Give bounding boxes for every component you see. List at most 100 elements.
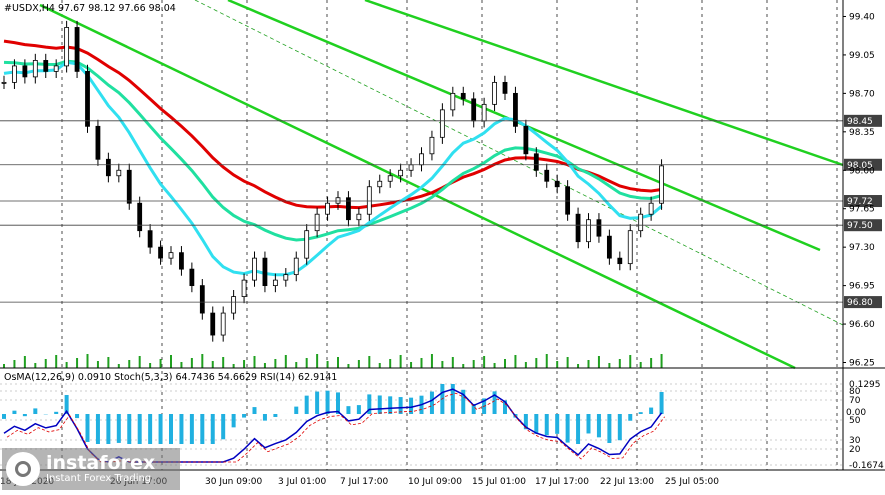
- candle-body: [607, 236, 611, 258]
- osma-bar: [221, 414, 225, 439]
- volume-bar: [3, 364, 5, 368]
- candle-body: [65, 27, 69, 65]
- candle-body: [660, 166, 664, 203]
- volume-bar: [410, 362, 412, 368]
- candle-body: [284, 275, 288, 280]
- osma-bar: [200, 414, 204, 444]
- volume-bar: [567, 357, 569, 368]
- candle-body: [472, 99, 476, 121]
- volume-bar: [473, 360, 475, 368]
- candle-body: [628, 231, 632, 264]
- candle-body: [649, 203, 653, 214]
- volume-bar: [76, 358, 78, 368]
- candle-body: [576, 214, 580, 241]
- volume-bar: [650, 358, 652, 368]
- osma-bar: [639, 412, 643, 414]
- volume-bar: [368, 356, 370, 368]
- volume-bar: [222, 357, 224, 368]
- candle-body: [378, 181, 382, 186]
- candle-body: [482, 104, 486, 120]
- osma-bar: [660, 392, 664, 414]
- volume-bar: [347, 364, 349, 368]
- candle-body: [440, 110, 444, 137]
- volume-bar: [598, 356, 600, 368]
- time-label: 17 Jul 17:00: [535, 477, 589, 487]
- volume-bar: [494, 363, 496, 368]
- osma-bar: [587, 414, 591, 433]
- volume-bar: [34, 363, 36, 368]
- osma-bar: [12, 411, 16, 414]
- candle-body: [232, 297, 236, 313]
- price-tick-label: 99.40: [849, 12, 875, 22]
- candle-body: [273, 280, 277, 285]
- candle-body: [263, 258, 267, 285]
- volume-bar: [452, 357, 454, 368]
- volume-bar: [483, 356, 485, 368]
- osma-bar: [232, 414, 236, 427]
- logo-tagline: Instant Forex Trading: [46, 473, 155, 485]
- instaforex-logo: instaforex Instant Forex Trading: [2, 448, 180, 490]
- candle-body: [75, 27, 79, 71]
- osma-bar: [106, 414, 110, 444]
- candle-body: [127, 170, 131, 203]
- chart-header: #USDX,H4 97.67 98.12 97.66 98.04: [4, 3, 176, 14]
- osma-bar: [326, 391, 330, 414]
- candle-body: [545, 170, 549, 181]
- volume-bar: [556, 361, 558, 368]
- osma-bar: [179, 414, 183, 444]
- candle-body: [357, 214, 361, 219]
- volume-bar: [306, 358, 308, 368]
- volume-bar: [337, 357, 339, 368]
- osma-bar: [2, 414, 6, 419]
- time-label: 15 Jul 01:00: [472, 477, 526, 487]
- osma-bar: [190, 414, 194, 444]
- level-badge-label: 98.45: [847, 117, 873, 127]
- logo-name: instaforex: [46, 453, 155, 473]
- candle-body: [461, 93, 465, 98]
- osma-bar: [242, 414, 246, 418]
- volume-bar: [107, 357, 109, 368]
- candle-body: [367, 187, 371, 214]
- volume-bar: [55, 355, 57, 368]
- time-label: 22 Jul 13:00: [600, 477, 654, 487]
- osma-bar: [23, 414, 27, 416]
- volume-bar: [640, 362, 642, 368]
- volume-bar: [546, 354, 548, 368]
- candle-body: [33, 60, 37, 76]
- candle-body: [639, 214, 643, 230]
- volume-bar: [327, 361, 329, 368]
- osma-bar: [273, 414, 277, 417]
- candle-body: [534, 154, 538, 170]
- volume-bar: [87, 354, 89, 368]
- volume-bar: [118, 364, 120, 368]
- volume-bar: [462, 364, 464, 368]
- candle-body: [503, 82, 507, 93]
- candle-body: [326, 203, 330, 214]
- candle-body: [12, 66, 16, 82]
- candle-body: [618, 258, 622, 263]
- volume-bar: [431, 354, 433, 368]
- volume-bar: [504, 359, 506, 368]
- osma-bar: [294, 407, 298, 414]
- osma-bar: [54, 412, 58, 414]
- osma-bar: [86, 414, 90, 442]
- osma-bar: [253, 407, 257, 414]
- candle-body: [451, 93, 455, 109]
- price-tick-label: 96.95: [849, 282, 875, 292]
- osma-bar: [628, 414, 632, 421]
- price-tick-label: 98.00: [849, 166, 875, 176]
- volume-bar: [514, 355, 516, 368]
- osma-bar: [96, 414, 100, 444]
- osma-bar: [357, 405, 361, 414]
- indicator-axis-label: -0.1674: [849, 461, 884, 471]
- time-label: 3 Jul 01:00: [278, 477, 327, 487]
- candle-body: [493, 82, 497, 104]
- candle-body: [294, 258, 298, 274]
- time-label: 25 Jul 05:00: [665, 477, 719, 487]
- volume-bar: [139, 356, 141, 368]
- time-label: 10 Jul 09:00: [408, 477, 462, 487]
- osma-bar: [75, 414, 79, 418]
- candle-body: [179, 253, 183, 269]
- level-badge-label: 97.50: [847, 221, 873, 231]
